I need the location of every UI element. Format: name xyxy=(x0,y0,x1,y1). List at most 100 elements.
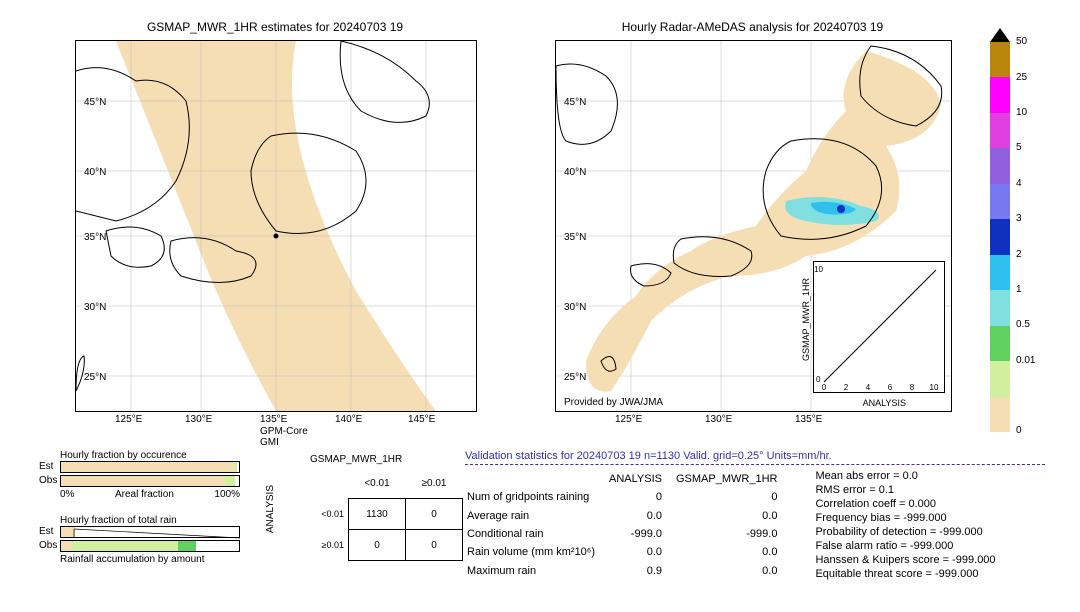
srr7: Equitable threat score = -999.000 xyxy=(815,567,995,581)
lm-x4: 140°E xyxy=(335,414,362,425)
hft-est: Est xyxy=(60,526,240,538)
root: GSMAP_MWR_1HR estimates for 20240703 19 xyxy=(10,10,1070,602)
lm-x3: 135°E xyxy=(260,414,287,425)
hfo-x0: 0% xyxy=(60,489,74,500)
st-c2: GSMAP_MWR_1HR xyxy=(676,471,789,487)
srr5: False alarm ratio = -999.000 xyxy=(815,539,995,553)
cb-l2: 10 xyxy=(1016,107,1027,118)
srr3: Frequency bias = -999.000 xyxy=(815,511,995,525)
lm-cap2: GMI xyxy=(260,437,279,448)
cb-l9: 0.01 xyxy=(1016,355,1035,366)
rm-x3: 135°E xyxy=(795,414,822,425)
srr2: Correlation coeff = 0.000 xyxy=(815,497,995,511)
hfo-est: Est xyxy=(60,461,240,473)
sr1b: 0.0 xyxy=(676,508,789,524)
stats-left-table: ANALYSISGSMAP_MWR_1HR Num of gridpoints … xyxy=(465,469,791,581)
svg-text:Provided by JWA/JMA: Provided by JWA/JMA xyxy=(564,397,663,408)
hfo-xl: Areal fraction xyxy=(115,489,174,500)
hourly-fraction-total: Hourly fraction of total rain Est Obs Ra… xyxy=(60,515,240,565)
svg-text:6: 6 xyxy=(888,383,893,392)
lm-x1: 125°E xyxy=(115,414,142,425)
svg-text:8: 8 xyxy=(910,383,915,392)
inset-ylabel: GSMAP_MWR_1HR xyxy=(801,278,811,361)
svg-text:10: 10 xyxy=(814,265,823,274)
stats-right: Mean abs error = 0.0 RMS error = 0.1 Cor… xyxy=(815,469,995,581)
svg-text:35°N: 35°N xyxy=(84,232,106,243)
svg-text:25°N: 25°N xyxy=(564,372,586,383)
ct-r2: ≥0.01 xyxy=(292,530,349,561)
cb-l7: 1 xyxy=(1016,284,1022,295)
hfo-obs: Obs xyxy=(60,475,240,487)
ct-c2: ≥0.01 xyxy=(406,468,463,499)
svg-text:45°N: 45°N xyxy=(564,97,586,108)
svg-text:45°N: 45°N xyxy=(84,97,106,108)
left-map: 45°N 40°N 35°N 30°N 25°N xyxy=(75,40,477,412)
sr1l: Average rain xyxy=(467,508,607,524)
ct-11: 1130 xyxy=(349,499,406,530)
sr1a: 0.0 xyxy=(609,508,674,524)
sr4b: 0.0 xyxy=(676,563,789,579)
sr3l: Rain volume (mm km²10⁶) xyxy=(467,544,607,560)
lm-cap1: GPM-Core xyxy=(260,426,308,437)
sr0a: 0 xyxy=(609,489,674,505)
stats-title: Validation statistics for 20240703 19 n=… xyxy=(465,450,1045,465)
hourly-fraction-occ: Hourly fraction by occurence Est Obs 0% … xyxy=(60,450,240,500)
ct-c1: <0.01 xyxy=(349,468,406,499)
cb-l0: 50 xyxy=(1016,36,1027,47)
hft-obs: Obs xyxy=(60,540,240,552)
sr0b: 0 xyxy=(676,489,789,505)
sr2b: -999.0 xyxy=(676,526,789,542)
left-map-title: GSMAP_MWR_1HR estimates for 20240703 19 xyxy=(75,20,475,34)
srr6: Hanssen & Kuipers score = -999.000 xyxy=(815,553,995,567)
srr0: Mean abs error = 0.0 xyxy=(815,469,995,483)
sr0l: Num of gridpoints raining xyxy=(467,489,607,505)
svg-text:10: 10 xyxy=(930,383,939,392)
st-c1: ANALYSIS xyxy=(609,471,674,487)
ct-12: 0 xyxy=(406,499,463,530)
srr4: Probability of detection = -999.000 xyxy=(815,525,995,539)
rm-x1: 125°E xyxy=(615,414,642,425)
inset-scatter: 024 6810 10 0 xyxy=(813,261,945,393)
hft-caption: Rainfall accumulation by amount xyxy=(60,554,240,565)
sr4a: 0.9 xyxy=(609,563,674,579)
sr4l: Maximum rain xyxy=(467,563,607,579)
hfo-x1: 100% xyxy=(214,489,240,500)
svg-text:40°N: 40°N xyxy=(564,167,586,178)
cb-l8: 0.5 xyxy=(1016,319,1030,330)
right-map: 45°N 40°N 35°N 30°N 25°N Provided by JWA… xyxy=(555,40,952,412)
srr1: RMS error = 0.1 xyxy=(815,483,995,497)
colorbar: 50 25 10 5 4 3 2 1 0.5 0.01 0 xyxy=(990,42,1010,432)
svg-text:40°N: 40°N xyxy=(84,167,106,178)
svg-text:35°N: 35°N xyxy=(564,232,586,243)
lm-x2: 130°E xyxy=(185,414,212,425)
ct-21: 0 xyxy=(349,530,406,561)
cb-l5: 3 xyxy=(1016,213,1022,224)
ct-side: ANALYSIS xyxy=(265,485,276,533)
svg-text:25°N: 25°N xyxy=(84,372,106,383)
sr3a: 0.0 xyxy=(609,544,674,560)
cb-arrow-icon xyxy=(990,28,1010,42)
ct-22: 0 xyxy=(406,530,463,561)
contingency-table: <0.01≥0.01 <0.01 1130 0 ≥0.01 0 0 xyxy=(292,468,463,561)
rm-x2: 130°E xyxy=(705,414,732,425)
ct-r1: <0.01 xyxy=(292,499,349,530)
svg-text:4: 4 xyxy=(866,383,871,392)
sr2a: -999.0 xyxy=(609,526,674,542)
svg-text:0: 0 xyxy=(816,375,821,384)
right-map-title: Hourly Radar-AMeDAS analysis for 2024070… xyxy=(555,20,950,34)
hft-title: Hourly fraction of total rain xyxy=(60,515,240,526)
lm-x5: 145°E xyxy=(408,414,435,425)
sr3b: 0.0 xyxy=(676,544,789,560)
sr2l: Conditional rain xyxy=(467,526,607,542)
ct-title: GSMAP_MWR_1HR xyxy=(310,454,402,465)
cb-l1: 25 xyxy=(1016,72,1027,83)
cb-l10: 0 xyxy=(1016,425,1022,436)
hfo-title: Hourly fraction by occurence xyxy=(60,450,240,461)
cb-l4: 4 xyxy=(1016,178,1022,189)
svg-text:30°N: 30°N xyxy=(564,302,586,313)
cb-l6: 2 xyxy=(1016,249,1022,260)
stats-block: Validation statistics for 20240703 19 n=… xyxy=(465,450,1045,581)
svg-text:0: 0 xyxy=(822,383,827,392)
left-map-svg: 45°N 40°N 35°N 30°N 25°N xyxy=(76,41,476,411)
cb-l3: 5 xyxy=(1016,142,1022,153)
